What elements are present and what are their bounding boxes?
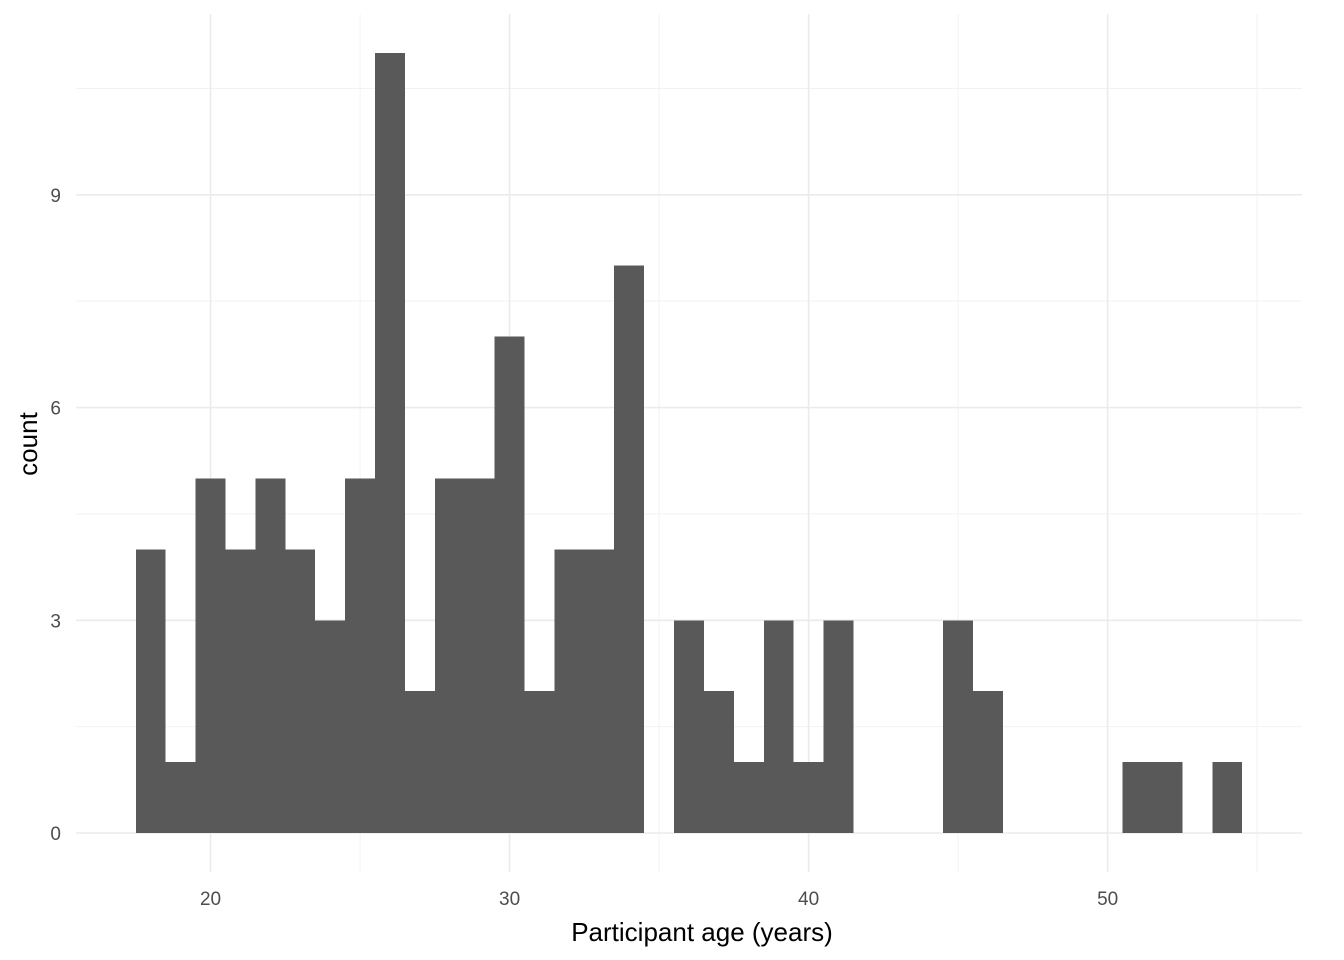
histogram-bar [733,762,764,833]
y-axis-title: count [13,411,43,475]
histogram-bars [135,53,1243,833]
y-tick-label: 3 [50,611,61,632]
histogram-bar [614,265,645,833]
histogram-bar [584,549,615,833]
histogram-bar [494,336,525,833]
histogram-bar [464,478,495,833]
histogram-bar [135,549,166,833]
histogram-bar [703,691,734,833]
histogram-bar [1122,762,1153,833]
y-tick-label: 9 [50,186,61,207]
histogram-bar [524,691,555,833]
histogram-bar [434,478,465,833]
histogram-bar [763,620,794,833]
x-axis-tick-labels: 20 30 40 50 [200,889,1118,910]
histogram-bar [793,762,824,833]
histogram-bar [1212,762,1243,833]
histogram-bar [165,762,196,833]
y-axis-tick-labels: 0 3 6 9 [50,186,61,845]
histogram-bar [1152,762,1183,833]
histogram-bar [404,691,435,833]
histogram-bar [195,478,226,833]
histogram-bar [285,549,316,833]
histogram-bar [345,478,376,833]
x-tick-label: 30 [499,889,520,910]
histogram-bar [255,478,286,833]
x-tick-label: 50 [1097,889,1118,910]
histogram-bar [225,549,256,833]
histogram-bar [375,53,405,833]
histogram-bar [943,620,974,833]
x-tick-label: 40 [798,889,819,910]
histogram-bar [973,691,1003,833]
histogram-bar [823,620,854,833]
y-tick-label: 6 [50,399,61,420]
x-tick-label: 20 [200,889,221,910]
y-tick-label: 0 [50,824,61,845]
histogram-bar [315,620,346,833]
x-axis-title: Participant age (years) [571,917,833,947]
histogram-bar [674,620,704,833]
histogram-bar [554,549,585,833]
